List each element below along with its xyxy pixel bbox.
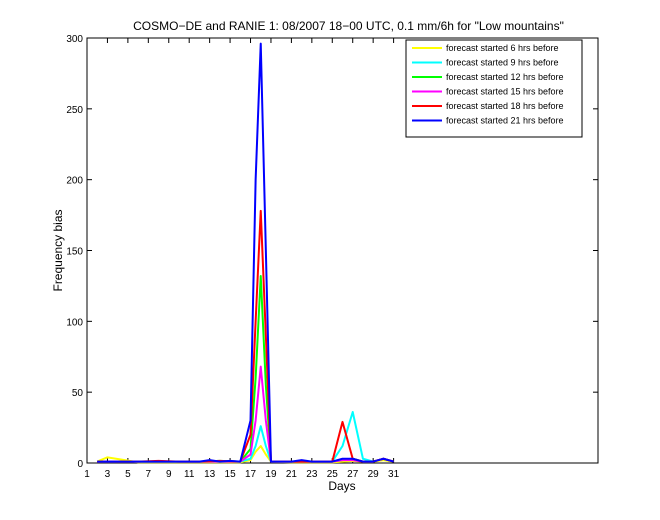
x-tick-label: 15: [225, 469, 237, 480]
x-tick-label: 31: [388, 469, 400, 480]
x-tick-label: 3: [105, 469, 111, 480]
y-tick-label: 50: [72, 388, 84, 399]
x-tick-label: 23: [306, 469, 318, 480]
x-tick-label: 9: [166, 469, 172, 480]
chart-title: COSMO−DE and RANIE 1: 08/2007 18−00 UTC,…: [133, 19, 564, 33]
legend-label-5: forecast started 18 hrs before: [446, 101, 564, 111]
series-lines: [96, 42, 394, 464]
legend: forecast started 6 hrs before forecast st…: [405, 39, 583, 138]
legend-label-1: forecast started 6 hrs before: [446, 43, 559, 53]
legend-label-2: forecast started 9 hrs before: [446, 58, 559, 68]
x-tick-label: 13: [204, 469, 216, 480]
axis-ticks: 1 3 5 7 9 11 13 15 17 19 21 23 25 27 29 310501001502002…: [66, 34, 598, 480]
x-tick-label: 29: [368, 469, 380, 480]
legend-label-3: forecast started 12 hrs before: [446, 72, 564, 82]
y-axis-label: Frequency bias: [51, 209, 65, 291]
x-tick-label: 7: [146, 469, 152, 480]
x-tick-label: 5: [125, 469, 131, 480]
y-tick-label: 250: [66, 105, 83, 116]
legend-label-4: forecast started 15 hrs before: [446, 87, 564, 97]
legend-label-6: forecast started 21 hrs before: [446, 116, 564, 126]
x-tick-label: 17: [245, 469, 257, 480]
y-tick-label: 0: [77, 459, 83, 470]
x-axis-label: Days: [328, 479, 355, 493]
x-tick-label: 19: [265, 469, 277, 480]
x-tick-label: 21: [286, 469, 298, 480]
x-tick-label: 11: [184, 469, 195, 480]
y-tick-label: 150: [66, 247, 83, 258]
series-line-6: [97, 42, 394, 463]
y-tick-label: 200: [66, 176, 83, 187]
x-tick-label: 25: [327, 469, 339, 480]
x-tick-label: 1: [84, 469, 90, 480]
x-tick-label: 27: [347, 469, 359, 480]
y-tick-label: 100: [66, 317, 83, 328]
y-tick-label: 300: [66, 34, 83, 45]
